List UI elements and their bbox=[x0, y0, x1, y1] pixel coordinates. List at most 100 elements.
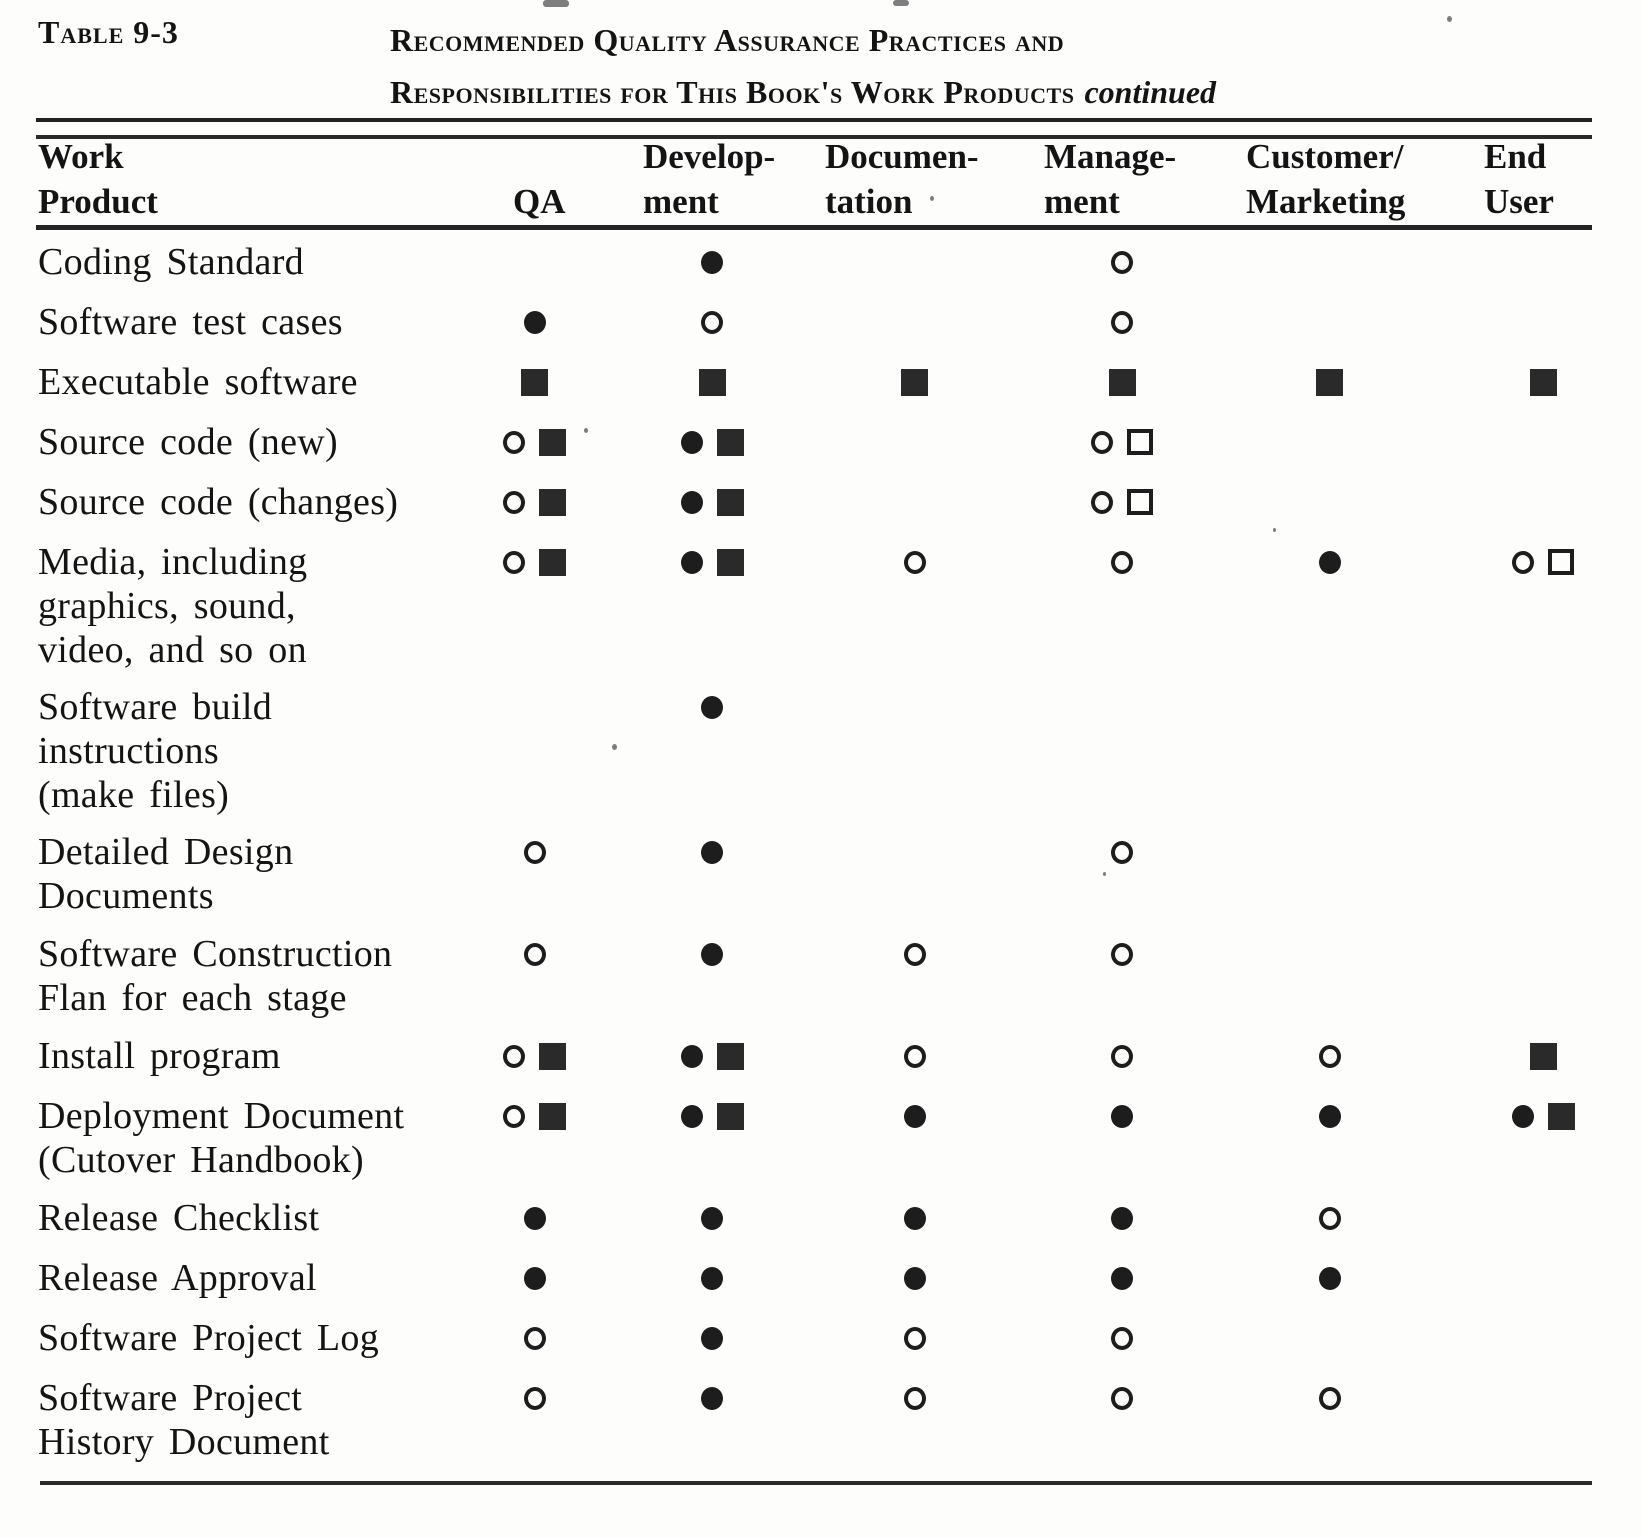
label-line: Media, including bbox=[38, 541, 308, 583]
label-line: Software test cases bbox=[38, 301, 343, 343]
documentation-cell bbox=[800, 420, 1005, 464]
qa-cell bbox=[445, 420, 600, 464]
documentation-cell bbox=[800, 300, 1005, 344]
work-product-label: Software build instructions (make files) bbox=[0, 677, 445, 817]
filled-square-icon bbox=[698, 368, 726, 396]
management-cell bbox=[1005, 480, 1215, 524]
documentation-cell bbox=[800, 1094, 1005, 1138]
qa-cell bbox=[445, 1376, 600, 1420]
filled-square-icon bbox=[521, 368, 548, 396]
end-user-cell bbox=[1420, 1256, 1642, 1300]
qa-cell bbox=[445, 685, 600, 729]
management-cell bbox=[1005, 420, 1215, 464]
qa-cell bbox=[445, 1196, 600, 1240]
column-header-work-product: Work Product bbox=[0, 134, 445, 224]
label-line: Source code (new) bbox=[38, 421, 338, 463]
work-product-label: Source code (changes) bbox=[0, 472, 445, 524]
qa-cell bbox=[445, 1094, 600, 1138]
customer-marketing-cell bbox=[1215, 420, 1420, 464]
work-product-label: Software Project Log bbox=[0, 1308, 445, 1360]
header-line: Customer/ bbox=[1246, 137, 1404, 176]
open-circle-icon bbox=[903, 550, 926, 574]
filled-circle-icon bbox=[701, 942, 723, 966]
label-line: Flan for each stage bbox=[38, 977, 347, 1019]
filled-circle-icon bbox=[1318, 550, 1341, 574]
table-row: Deployment Document (Cutover Handbook) bbox=[0, 1086, 1642, 1188]
qa-cell bbox=[445, 240, 600, 284]
work-product-label: Install program bbox=[0, 1026, 445, 1078]
qa-cell bbox=[445, 300, 600, 344]
table-row: Detailed Design Documents bbox=[0, 822, 1642, 924]
open-circle-icon bbox=[1318, 1206, 1341, 1230]
label-line: Executable software bbox=[38, 361, 358, 403]
filled-square-icon bbox=[716, 548, 744, 576]
development-cell bbox=[600, 420, 800, 464]
open-circle-icon bbox=[1111, 1386, 1133, 1410]
documentation-cell bbox=[800, 932, 1005, 976]
qa-cell bbox=[445, 1316, 600, 1360]
filled-square-icon bbox=[539, 428, 566, 456]
filled-square-icon bbox=[901, 368, 928, 396]
open-circle-icon bbox=[1111, 942, 1133, 966]
filled-circle-icon bbox=[903, 1104, 926, 1128]
end-user-cell bbox=[1420, 480, 1642, 524]
filled-square-icon bbox=[539, 548, 566, 576]
documentation-cell bbox=[800, 1196, 1005, 1240]
scan-artifact bbox=[1447, 16, 1452, 22]
filled-square-icon bbox=[1316, 368, 1343, 396]
work-product-label: Detailed Design Documents bbox=[0, 822, 445, 918]
filled-square-icon bbox=[716, 488, 744, 516]
filled-circle-icon bbox=[701, 695, 723, 719]
development-cell bbox=[600, 240, 800, 284]
management-cell bbox=[1005, 830, 1215, 874]
qa-cell bbox=[445, 360, 600, 404]
filled-square-icon bbox=[1529, 368, 1557, 396]
management-cell bbox=[1005, 1256, 1215, 1300]
open-circle-icon bbox=[523, 840, 546, 864]
development-cell bbox=[600, 830, 800, 874]
open-circle-icon bbox=[503, 1104, 525, 1128]
work-product-label: Source code (new) bbox=[0, 412, 445, 464]
development-cell bbox=[600, 540, 800, 584]
management-cell bbox=[1005, 685, 1215, 729]
open-circle-icon bbox=[1111, 1326, 1133, 1350]
qa-cell bbox=[445, 1034, 600, 1078]
table-title-line2-text: Responsibilities for This Book's Work Pr… bbox=[390, 74, 1075, 110]
filled-square-icon bbox=[539, 488, 566, 516]
customer-marketing-cell bbox=[1215, 1316, 1420, 1360]
open-circle-icon bbox=[701, 310, 723, 334]
customer-marketing-cell bbox=[1215, 240, 1420, 284]
filled-circle-icon bbox=[523, 1266, 546, 1290]
scan-artifact bbox=[930, 196, 934, 201]
end-user-cell bbox=[1420, 360, 1642, 404]
work-product-label: Software Project History Document bbox=[0, 1368, 445, 1464]
work-product-label: Software test cases bbox=[0, 292, 445, 344]
filled-circle-icon bbox=[903, 1266, 926, 1290]
open-circle-icon bbox=[1318, 1386, 1341, 1410]
open-circle-icon bbox=[523, 942, 546, 966]
open-circle-icon bbox=[1091, 490, 1113, 514]
development-cell bbox=[600, 480, 800, 524]
end-user-cell bbox=[1420, 240, 1642, 284]
customer-marketing-cell bbox=[1215, 932, 1420, 976]
label-line: Release Approval bbox=[38, 1257, 317, 1299]
header-line: Product bbox=[38, 182, 158, 221]
documentation-cell bbox=[800, 1376, 1005, 1420]
development-cell bbox=[600, 360, 800, 404]
end-user-cell bbox=[1420, 1094, 1642, 1138]
end-user-cell bbox=[1420, 830, 1642, 874]
management-cell bbox=[1005, 240, 1215, 284]
filled-circle-icon bbox=[523, 310, 546, 334]
customer-marketing-cell bbox=[1215, 360, 1420, 404]
open-circle-icon bbox=[1111, 250, 1133, 274]
table-row: Source code (changes) bbox=[0, 472, 1642, 532]
scan-artifact bbox=[612, 744, 617, 750]
documentation-cell bbox=[800, 1034, 1005, 1078]
table-row: Software test cases bbox=[0, 292, 1642, 352]
filled-circle-icon bbox=[680, 490, 703, 514]
header-line: Manage- bbox=[1044, 137, 1177, 176]
qa-cell bbox=[445, 480, 600, 524]
table-row: Software build instructions (make files) bbox=[0, 677, 1642, 822]
label-line: Software Project bbox=[38, 1377, 303, 1419]
column-header-customer-marketing: Customer/ Marketing bbox=[1215, 134, 1420, 224]
